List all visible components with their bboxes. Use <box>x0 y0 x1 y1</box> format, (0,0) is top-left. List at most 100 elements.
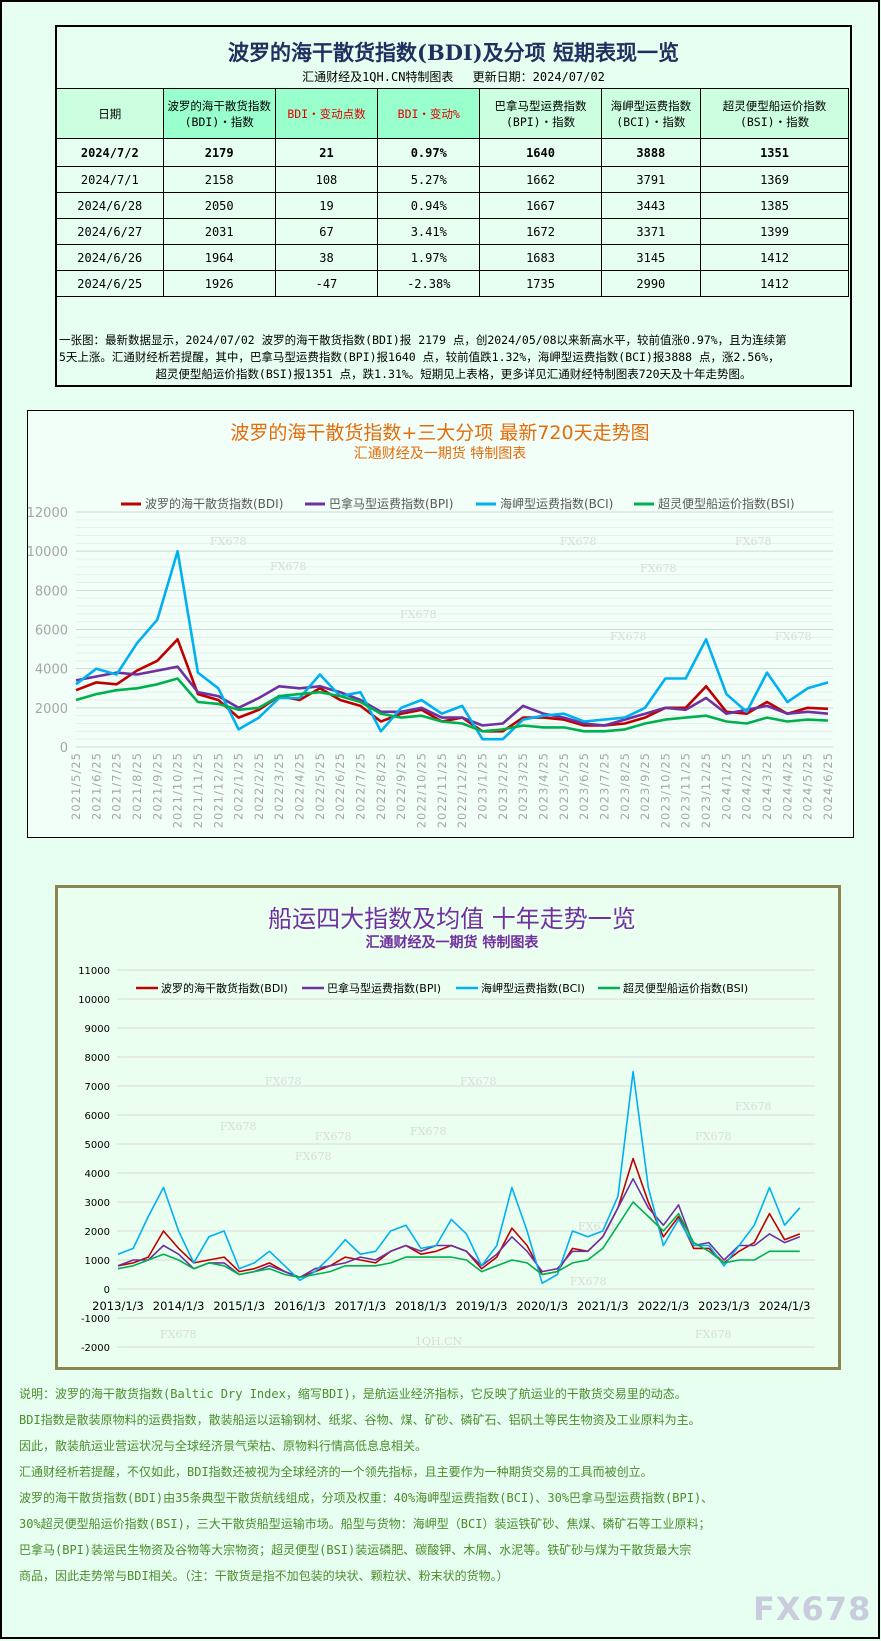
x-tick-label: 2023/1/3 <box>698 1299 750 1313</box>
x-tick-label: 2021/6/25 <box>89 752 103 820</box>
watermark: FX678 <box>160 1328 196 1341</box>
y-tick-label: 2000 <box>85 1227 110 1238</box>
notes-block: 说明：波罗的海干散货指数(Baltic Dry Index，缩写BDI)，是航运… <box>19 1385 713 1593</box>
table-cell: 2990 <box>600 270 702 297</box>
legend-label: 巴拿马型运费指数(BPI) <box>327 981 441 995</box>
note-line: 波罗的海干散货指数(BDI)由35条典型干散货航线组成，分项及权重：40%海岬型… <box>19 1491 714 1505</box>
x-tick-label: 2022/7/25 <box>354 752 368 820</box>
table-cell: 3888 <box>600 138 702 167</box>
y-tick-label: 4000 <box>35 663 68 678</box>
y-tick-label: 3000 <box>85 1198 110 1209</box>
table-cell: 2024/7/1 <box>56 166 164 193</box>
table-cell: 1964 <box>162 244 276 271</box>
column-header: 日期 <box>56 88 164 139</box>
summary-line: 5天上涨。汇通财经析若提醒，其中，巴拿马型运费指数(BPI)报1640 点，较前… <box>59 350 780 364</box>
x-tick-label: 2023/5/25 <box>557 752 571 820</box>
y-tick-label: 1000 <box>85 1256 110 1267</box>
summary-line: 一张图：最新数据显示，2024/07/02 波罗的海干散货指数(BDI)报 21… <box>59 333 787 347</box>
x-tick-label: 2024/1/25 <box>719 752 733 820</box>
column-header: 超灵便型船运价指数 (BSI)・指数 <box>700 88 849 139</box>
x-tick-label: 2021/5/25 <box>69 752 83 820</box>
x-tick-label: 2022/6/25 <box>333 752 347 820</box>
x-tick-label: 2020/1/3 <box>516 1299 568 1313</box>
table-cell: 3791 <box>600 166 702 193</box>
table-cell: 38 <box>274 244 379 271</box>
y-tick-label: 7000 <box>85 1082 110 1093</box>
table-cell: -47 <box>274 270 379 297</box>
y-tick-label: 11000 <box>78 966 110 977</box>
x-tick-label: 2024/5/25 <box>801 752 815 820</box>
y-tick-label: 10000 <box>28 545 68 560</box>
table-cell: 1385 <box>700 192 849 219</box>
x-tick-label: 2021/9/25 <box>150 752 164 820</box>
note-line: 因此，散装航运业营运状况与全球经济景气荣枯、原物料行情高低息息相关。 <box>19 1439 428 1453</box>
table-cell: 2158 <box>162 166 276 193</box>
column-header: BDI・变动点数 <box>274 88 379 139</box>
x-tick-label: 2023/10/25 <box>658 752 672 828</box>
x-tick-label: 2022/8/25 <box>374 752 388 820</box>
table-subtitle: 汇通财经及1QH.CN特制图表 更新日期：2024/07/02 <box>302 70 605 84</box>
watermark: FX678 <box>400 608 436 621</box>
x-tick-label: 2023/8/25 <box>618 752 632 820</box>
x-tick-label: 2023/7/25 <box>597 752 611 820</box>
legend-label: 超灵便型船运价指数(BSI) <box>658 496 795 511</box>
x-tick-label: 2021/11/25 <box>191 752 205 828</box>
x-tick-label: 2022/10/25 <box>415 752 429 828</box>
x-tick-label: 2022/11/25 <box>435 752 449 828</box>
x-tick-label: 2021/10/25 <box>171 752 185 828</box>
table-cell: 3443 <box>600 192 702 219</box>
table-row: 2024/6/26 1964 38 1.97% 1683 3145 1412 <box>56 244 849 271</box>
legend-label: 波罗的海干散货指数(BDI) <box>161 981 288 995</box>
y-tick-label: 10000 <box>78 995 110 1006</box>
y-tick-label: 8000 <box>35 584 68 599</box>
x-tick-label: 2023/11/25 <box>679 752 693 828</box>
table-row: 2024/7/2 2179 21 0.97% 1640 3888 1351 <box>56 138 849 167</box>
watermark: FX678 <box>735 1100 771 1113</box>
summary-text: 一张图：最新数据显示，2024/07/02 波罗的海干散货指数(BDI)报 21… <box>57 332 850 383</box>
watermark: FX678 <box>640 562 676 575</box>
table-cell: 2050 <box>162 192 276 219</box>
x-tick-label: 2023/2/25 <box>496 752 510 820</box>
x-tick-label: 2023/1/25 <box>475 752 489 820</box>
watermark: FX678 <box>410 1125 446 1138</box>
table-cell: 0.97% <box>377 138 481 167</box>
table-cell: 1735 <box>479 270 602 297</box>
chart-ten-year: 船运四大指数及均值 十年走势一览 汇通财经及一期货 特制图表 -2000 -1000 0… <box>55 885 841 1370</box>
legend-label: 海岬型运费指数(BCI) <box>481 981 585 995</box>
note-line: 说明：波罗的海干散货指数(Baltic Dry Index，缩写BDI)，是航运… <box>19 1387 687 1401</box>
fx678-watermark: FX678 <box>753 1590 872 1628</box>
y-tick-label: -1000 <box>81 1314 110 1325</box>
watermark: FX678 <box>560 535 596 548</box>
x-tick-label: 2023/12/25 <box>699 752 713 828</box>
table-cell: 2024/6/26 <box>56 244 164 271</box>
table-cell: 0.94% <box>377 192 481 219</box>
watermark: FX678 <box>315 1130 351 1143</box>
y-tick-label: 12000 <box>28 506 68 521</box>
table-cell: 2179 <box>162 138 276 167</box>
watermark: FX678 <box>460 1075 496 1088</box>
table-cell: 3371 <box>600 218 702 245</box>
table-cell: 1926 <box>162 270 276 297</box>
watermark: FX678 <box>270 560 306 573</box>
watermark: FX678 <box>570 1275 606 1288</box>
watermark: FX678 <box>220 1120 256 1133</box>
table-cell: 2024/6/25 <box>56 270 164 297</box>
y-tick-label: 0 <box>104 1285 110 1296</box>
chart-subtitle: 汇通财经及一期货 特制图表 <box>354 445 526 462</box>
x-tick-label: 2024/6/25 <box>821 752 835 820</box>
x-tick-label: 2022/1/3 <box>638 1299 690 1313</box>
table-cell: 2031 <box>162 218 276 245</box>
x-tick-label: 2024/3/25 <box>760 752 774 820</box>
series-line-bci <box>117 1070 801 1285</box>
series-line-bsi <box>75 677 829 733</box>
x-tick-label: 2024/4/25 <box>780 752 794 820</box>
table-row: 2024/6/28 2050 19 0.94% 1667 3443 1385 <box>56 192 849 219</box>
table-cell: 1399 <box>700 218 849 245</box>
column-header: 海岬型运费指数 (BCI)・指数 <box>600 88 702 139</box>
watermark: FX678 <box>695 1130 731 1143</box>
legend-label: 超灵便型船运价指数(BSI) <box>623 981 748 995</box>
column-header: 波罗的海干散货指数 (BDI)・指数 <box>162 88 276 139</box>
y-tick-label: 5000 <box>85 1140 110 1151</box>
